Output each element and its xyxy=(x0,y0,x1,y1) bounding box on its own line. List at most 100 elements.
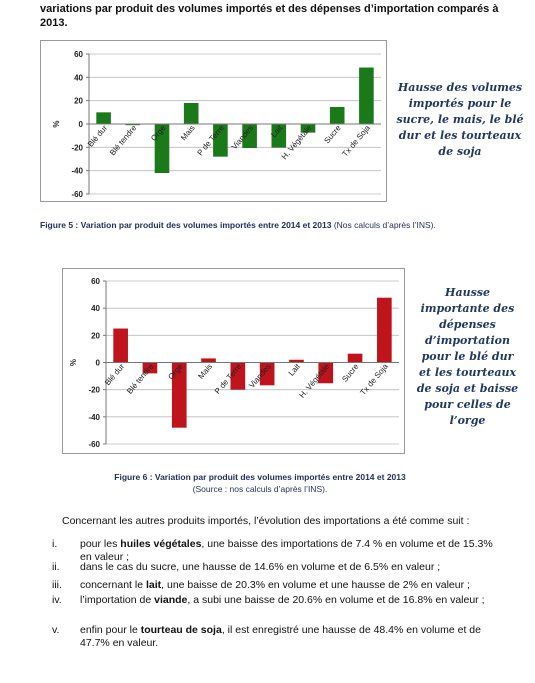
item-segment: pour les xyxy=(80,538,121,550)
y-tick-label: 60 xyxy=(91,277,100,286)
bar xyxy=(318,362,334,384)
list-item: v. enfin pour le tourteau de soja, il est… xyxy=(52,624,502,650)
caption-text: (Nos calculs d’après l’INS). xyxy=(331,220,436,230)
note-line: l’orge xyxy=(449,414,486,427)
item-segment: lait xyxy=(145,579,162,591)
note-line: pour le blé dur xyxy=(421,350,514,363)
y-tick-label: -40 xyxy=(88,413,100,422)
list-item: iv. l’importation de viande, a subi une b… xyxy=(52,594,502,607)
bar xyxy=(183,103,199,124)
list-marker: i. xyxy=(52,538,58,550)
x-tick-label: Blé tendre xyxy=(108,123,139,157)
y-tick-label: -40 xyxy=(71,167,83,176)
y-tick-label: 0 xyxy=(96,359,101,368)
item-segment: enfin pour le xyxy=(80,624,141,636)
bar xyxy=(154,124,170,173)
y-tick-label: 40 xyxy=(91,304,100,313)
item-text: dans le cas du sucre, une hausse de 14.6… xyxy=(80,561,502,574)
y-tick-label: -20 xyxy=(71,143,83,152)
bar xyxy=(242,124,257,149)
bar xyxy=(377,297,392,363)
item-segment: huiles végétales xyxy=(120,538,202,550)
list-marker: ii. xyxy=(52,561,60,573)
y-tick-label: 20 xyxy=(74,97,83,106)
caption: Figure 5 : Variation par produit des vol… xyxy=(40,220,510,230)
list-item: ii. dans le cas du sucre, une hausse de 1… xyxy=(52,561,502,574)
bar xyxy=(213,124,228,157)
bar xyxy=(259,362,275,386)
y-axis-label: % xyxy=(52,120,61,127)
item-segment: dans le cas du sucre, une hausse de 14.6… xyxy=(80,561,441,573)
bar xyxy=(142,362,158,374)
x-tick-label: Lait xyxy=(287,361,303,377)
list-marker: iii. xyxy=(52,579,62,591)
y-tick-label: 0 xyxy=(79,120,84,129)
chart-frame: -60 -40 -20 0 20 40 60% Blé dur Blé tendre Orge Ma… xyxy=(62,268,405,454)
item-segment: , une baisse de 20.3% en volume et une h… xyxy=(161,579,470,591)
side-note: Hausse des volumes importés pour le sucre,… xyxy=(390,80,530,160)
x-tick-label: Sucre xyxy=(340,362,361,384)
caption-bold: Figure 5 : Variation par produit des vol… xyxy=(40,220,332,230)
list-marker: v. xyxy=(52,624,60,636)
x-tick-label: Tx de Soja xyxy=(358,362,390,398)
item-text: enfin pour le tourteau de soja, il est e… xyxy=(80,624,502,650)
side-note: Hausse importante des dépenses d’importatio… xyxy=(405,285,530,429)
y-tick-label: 20 xyxy=(91,331,100,340)
paragraph: Concernant les autres produits importés,… xyxy=(62,515,470,527)
note-line: importés pour le xyxy=(408,97,512,110)
y-tick-label: 40 xyxy=(74,73,83,82)
item-text: pour les huiles végétales, une baisse de… xyxy=(80,538,502,564)
caption: (Source : nos calculs d’après l’INS). xyxy=(192,484,328,494)
list-item: iii. concernant le lait, une baisse de 20… xyxy=(52,579,502,592)
bar xyxy=(329,106,345,124)
note-line: et les tourteaux xyxy=(418,366,517,379)
bar xyxy=(201,358,216,363)
x-tick-label: Tx de Soja xyxy=(340,123,372,159)
bar xyxy=(171,362,187,428)
intro-line: 2013. xyxy=(40,17,68,29)
y-tick-label: -60 xyxy=(71,190,83,199)
y-tick-label: -60 xyxy=(88,440,100,449)
item-segment: viande xyxy=(154,594,188,606)
bar xyxy=(96,112,111,124)
item-text: concernant le lait, une baisse de 20.3% … xyxy=(80,579,502,592)
bar xyxy=(113,328,128,363)
chart-frame: -60 -40 -20 0 20 40 60% Blé dur Blé tendre Orge Ma… xyxy=(40,40,387,202)
note-line: Hausse xyxy=(445,286,490,299)
item-segment: l’importation de xyxy=(80,594,155,606)
note-line: pour celles de xyxy=(424,398,511,411)
bar xyxy=(289,359,304,363)
bar xyxy=(271,124,287,148)
intro-line: variations par produit des volumes impor… xyxy=(40,3,499,15)
note-line: Hausse des volumes xyxy=(397,81,523,94)
x-tick-label: Mais xyxy=(196,362,214,381)
item-segment: concernant le xyxy=(80,579,146,591)
bar xyxy=(125,124,141,126)
item-text: l’importation de viande, a subi une bais… xyxy=(80,594,502,607)
x-tick-label: Blé tendre xyxy=(125,362,156,396)
note-line: d’importation xyxy=(425,334,510,347)
bar xyxy=(300,124,316,133)
note-line: importante des xyxy=(420,302,515,315)
bar xyxy=(359,67,374,124)
note-line: dépenses xyxy=(439,318,496,331)
caption: Figure 6 : Variation par produit des vol… xyxy=(114,472,406,482)
item-segment: , une baisse des importations de 7.4 % e… xyxy=(80,538,493,563)
bar xyxy=(230,362,246,390)
note-line: de soja xyxy=(438,145,482,158)
note-line: dur et les tourteaux xyxy=(398,129,522,142)
list-item: i. pour les huiles végétales, une baisse … xyxy=(52,538,502,564)
y-axis-label: % xyxy=(69,359,78,366)
list-marker: iv. xyxy=(52,594,62,606)
item-segment: tourteau de soja xyxy=(140,624,222,636)
intro: variations par produit des volumes impor… xyxy=(40,2,498,30)
bar xyxy=(347,353,363,363)
note-line: de soja et baisse xyxy=(416,382,519,395)
y-tick-label: 60 xyxy=(74,50,83,59)
x-tick-label: Mais xyxy=(179,124,197,143)
y-tick-label: -20 xyxy=(88,386,100,395)
item-segment: , a subi une baisse de 20.6% en volume e… xyxy=(187,594,485,606)
